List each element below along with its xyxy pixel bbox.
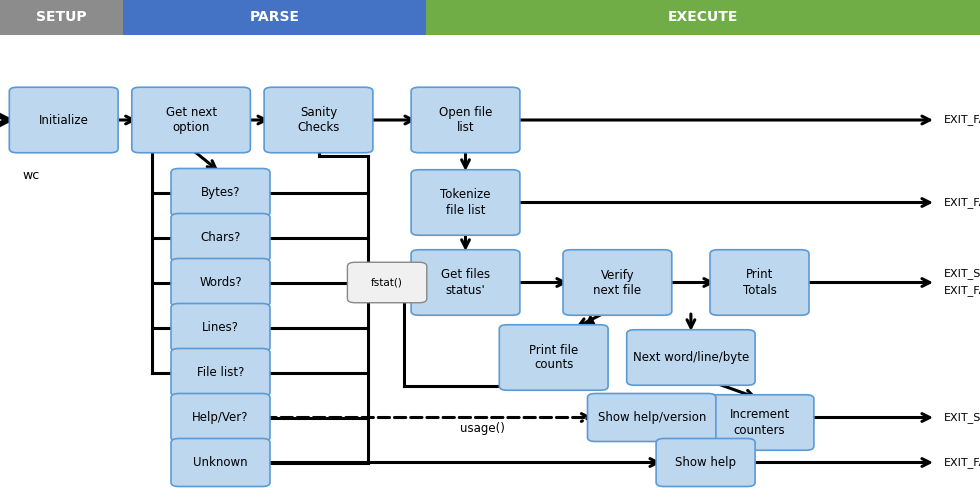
FancyBboxPatch shape: [412, 87, 519, 153]
Text: wc: wc: [23, 169, 40, 181]
FancyBboxPatch shape: [588, 394, 715, 442]
Text: Chars?: Chars?: [200, 231, 241, 244]
Text: EXIT_SUCCESS: EXIT_SUCCESS: [944, 412, 980, 423]
FancyBboxPatch shape: [171, 214, 270, 262]
FancyBboxPatch shape: [412, 170, 519, 235]
Bar: [122, 0, 426, 35]
FancyBboxPatch shape: [710, 250, 809, 316]
Text: Get files
status': Get files status': [441, 268, 490, 296]
FancyBboxPatch shape: [348, 262, 427, 303]
Text: Unknown: Unknown: [193, 456, 248, 469]
FancyBboxPatch shape: [131, 87, 251, 153]
Text: EXIT_FAILURE: EXIT_FAILURE: [944, 286, 980, 296]
FancyBboxPatch shape: [171, 304, 270, 352]
FancyBboxPatch shape: [706, 395, 813, 450]
Text: EXIT_SUCCESS: EXIT_SUCCESS: [944, 268, 980, 280]
Text: SETUP: SETUP: [36, 10, 86, 24]
Text: EXIT_FAILURE: EXIT_FAILURE: [944, 197, 980, 208]
Text: EXECUTE: EXECUTE: [668, 10, 738, 24]
FancyBboxPatch shape: [171, 168, 270, 216]
Text: Print file
counts: Print file counts: [529, 344, 578, 371]
Text: Initialize: Initialize: [39, 114, 88, 126]
FancyBboxPatch shape: [171, 348, 270, 397]
FancyBboxPatch shape: [171, 258, 270, 306]
Text: Sanity
Checks: Sanity Checks: [297, 106, 340, 134]
Text: Show help: Show help: [675, 456, 736, 469]
Text: fstat(): fstat(): [371, 278, 403, 287]
Text: PARSE: PARSE: [249, 10, 300, 24]
Bar: [0, 0, 122, 35]
Text: Print
Totals: Print Totals: [743, 268, 776, 296]
Text: Next word/line/byte: Next word/line/byte: [633, 351, 749, 364]
Text: Words?: Words?: [199, 276, 242, 289]
FancyBboxPatch shape: [412, 250, 519, 316]
FancyBboxPatch shape: [499, 325, 608, 390]
FancyBboxPatch shape: [171, 438, 270, 486]
FancyBboxPatch shape: [563, 250, 672, 316]
Text: Open file
list: Open file list: [439, 106, 492, 134]
FancyBboxPatch shape: [10, 87, 118, 153]
Text: Show help/version: Show help/version: [598, 411, 706, 424]
FancyBboxPatch shape: [627, 330, 755, 385]
Text: usage(): usage(): [461, 422, 505, 435]
Text: Lines?: Lines?: [202, 321, 239, 334]
FancyBboxPatch shape: [657, 438, 755, 486]
Text: EXIT_FAILURE: EXIT_FAILURE: [944, 457, 980, 468]
Text: Bytes?: Bytes?: [201, 186, 240, 199]
FancyBboxPatch shape: [265, 87, 372, 153]
Text: Increment
counters: Increment counters: [729, 408, 790, 436]
Text: Verify
next file: Verify next file: [593, 268, 642, 296]
Text: Help/Ver?: Help/Ver?: [192, 411, 249, 424]
Text: File list?: File list?: [197, 366, 244, 379]
Text: Tokenize
file list: Tokenize file list: [440, 188, 491, 216]
FancyBboxPatch shape: [171, 394, 270, 442]
Bar: [426, 0, 980, 35]
Text: Get next
option: Get next option: [166, 106, 217, 134]
Text: EXIT_FAILURE: EXIT_FAILURE: [944, 114, 980, 126]
